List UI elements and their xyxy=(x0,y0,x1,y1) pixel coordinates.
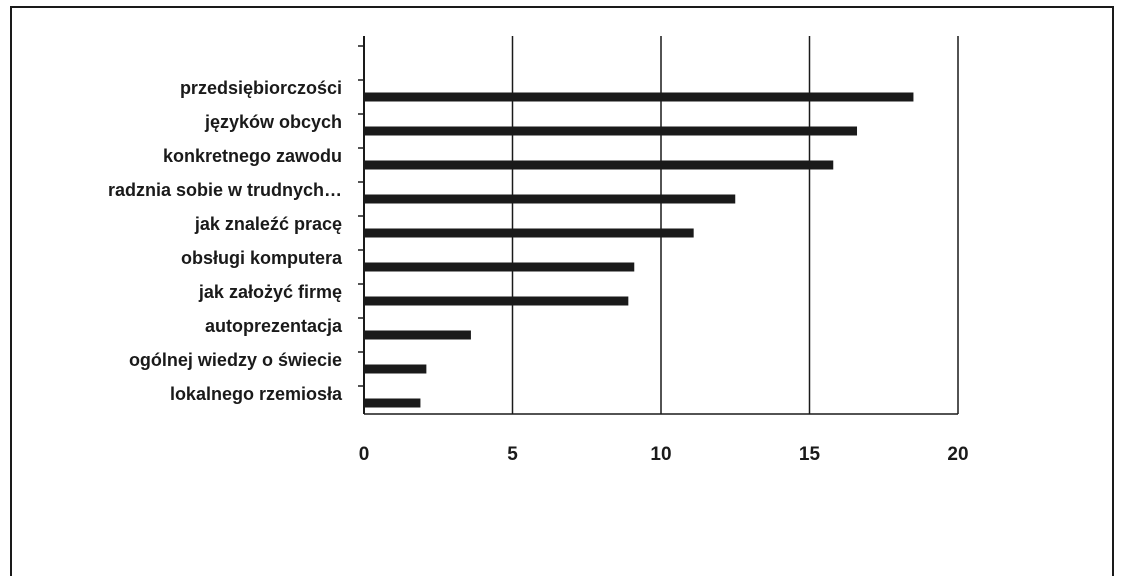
category-label: ogólnej wiedzy o świecie xyxy=(129,350,342,370)
category-label: lokalnego rzemiosła xyxy=(170,384,343,404)
bar xyxy=(364,364,427,374)
category-label: konkretnego zawodu xyxy=(163,146,342,166)
x-tick-label: 5 xyxy=(507,444,518,465)
bar xyxy=(364,160,834,170)
bar xyxy=(364,194,736,204)
x-tick-label: 10 xyxy=(650,444,671,465)
bar xyxy=(364,296,629,306)
category-label: jak założyć firmę xyxy=(198,282,342,302)
bar xyxy=(364,398,421,408)
category-label: przedsiębiorczości xyxy=(180,78,342,98)
category-labels: przedsiębiorczości języków obcych konkretn… xyxy=(108,78,343,404)
category-label: jak znaleźć pracę xyxy=(194,214,342,234)
category-label: autoprezentacja xyxy=(205,316,343,336)
category-label: obsługi komputera xyxy=(181,248,343,268)
bars xyxy=(364,92,914,408)
bar xyxy=(364,126,858,136)
bar xyxy=(364,92,914,102)
bar xyxy=(364,228,694,238)
chart-frame xyxy=(10,6,1114,576)
x-tick-label: 0 xyxy=(359,444,370,465)
bar xyxy=(364,262,635,272)
x-tick-label: 20 xyxy=(947,444,968,465)
category-label: języków obcych xyxy=(204,112,342,132)
bar xyxy=(364,330,471,340)
x-tick-label: 15 xyxy=(799,444,821,465)
bar-chart: przedsiębiorczości języków obcych konkretn… xyxy=(108,36,969,465)
category-label: radznia sobie w trudnych… xyxy=(108,180,342,200)
x-tick-labels: 0 5 10 15 20 xyxy=(359,444,969,465)
